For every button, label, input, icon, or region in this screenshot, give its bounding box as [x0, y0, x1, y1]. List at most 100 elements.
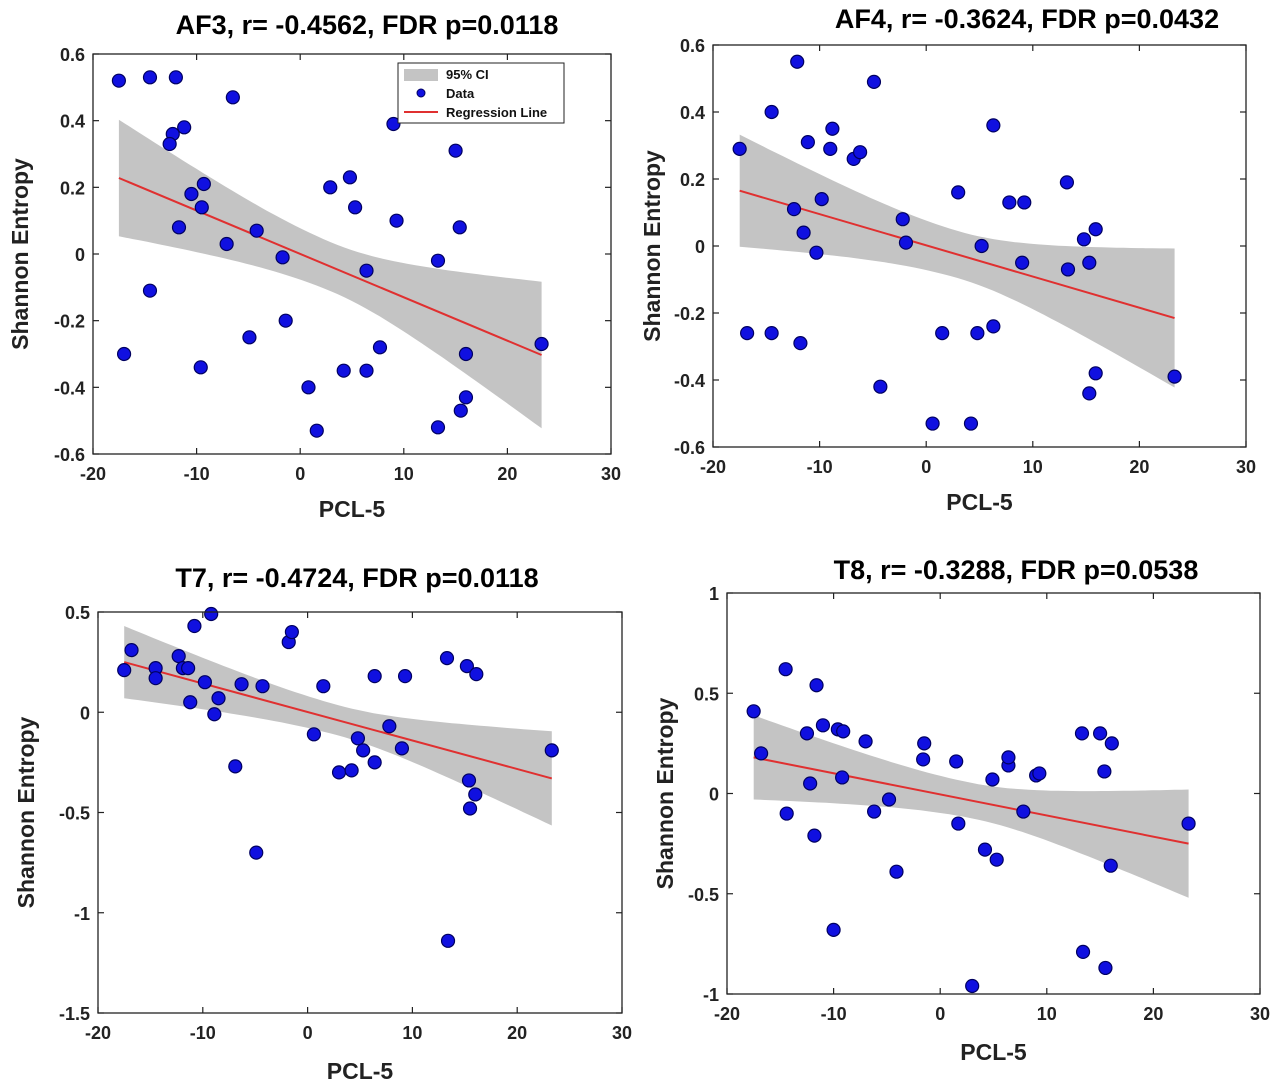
y-tick-label: 0	[80, 703, 90, 723]
x-tick-label: 20	[497, 464, 517, 484]
data-point	[809, 245, 824, 260]
data-point	[204, 606, 219, 622]
x-axis-label: PCL-5	[319, 496, 386, 522]
data-point	[342, 170, 358, 185]
x-tick-label: 10	[402, 1023, 422, 1043]
data-point	[732, 141, 747, 156]
data-point	[323, 180, 338, 195]
data-point	[786, 202, 802, 217]
data-point	[142, 283, 158, 298]
data-point	[951, 816, 966, 831]
data-point	[1181, 816, 1196, 831]
data-point	[1060, 262, 1076, 277]
x-tick-label: 20	[1129, 457, 1149, 477]
y-axis-label: Shannon Entropy	[652, 697, 678, 889]
data-point	[389, 213, 404, 228]
data-point	[835, 770, 850, 785]
data-point	[740, 326, 755, 341]
y-tick-label: 0.5	[65, 603, 90, 623]
data-point	[359, 263, 374, 278]
legend-data-label: Data	[446, 86, 475, 101]
data-point	[382, 719, 397, 734]
x-tick-label: -20	[714, 1004, 740, 1024]
data-point	[452, 220, 467, 235]
x-tick-label: 0	[921, 457, 931, 477]
data-point	[1104, 736, 1119, 751]
x-tick-label: 0	[303, 1023, 313, 1043]
data-point	[225, 90, 240, 105]
legend-ci-swatch	[404, 69, 438, 81]
data-point	[439, 651, 455, 666]
data-point	[916, 752, 931, 767]
data-point	[1017, 195, 1032, 210]
data-point	[184, 186, 199, 202]
data-point	[803, 776, 818, 791]
ci-band	[124, 626, 552, 826]
x-tick-label: -10	[190, 1023, 216, 1043]
data-point	[1016, 804, 1031, 819]
chart-title: AF3, r= -0.4562, FDR p=0.0118	[176, 10, 559, 40]
y-tick-label: 0	[695, 237, 705, 257]
regression-line	[118, 177, 542, 356]
x-tick-label: 20	[1143, 1004, 1163, 1024]
data-point	[430, 253, 446, 268]
data-point	[867, 804, 882, 819]
chart-t8: -20 -10 0 10 20 30 -1 -0.5 0 0.5 1 T8, r= -0.3288, …	[652, 555, 1270, 1065]
data-point	[356, 743, 371, 758]
data-point	[779, 806, 794, 821]
legend-ci-label: 95% CI	[446, 67, 489, 82]
data-point	[397, 669, 413, 684]
y-tick-label: -0.5	[688, 885, 719, 905]
data-point	[1015, 255, 1030, 270]
data-point	[148, 671, 163, 686]
data-point	[309, 423, 324, 438]
data-point	[746, 704, 761, 719]
y-tick-label: 1	[709, 584, 719, 604]
x-axis-label: PCL-5	[946, 489, 1013, 515]
x-axis-label: PCL-5	[960, 1039, 1027, 1065]
ci-band	[739, 134, 1175, 388]
data-point	[881, 792, 897, 807]
data-point	[807, 828, 822, 843]
data-point	[168, 70, 183, 85]
x-tick-label: 30	[1250, 1004, 1270, 1024]
data-point	[348, 200, 363, 215]
legend-line-label: Regression Line	[446, 105, 547, 120]
data-point	[359, 363, 374, 378]
data-point	[187, 618, 202, 634]
data-point	[234, 677, 249, 692]
data-point	[963, 416, 979, 431]
chart-title: AF4, r= -0.3624, FDR p=0.0432	[835, 4, 1219, 34]
data-point	[430, 420, 446, 435]
ci-band	[118, 119, 542, 429]
x-tick-label: 10	[394, 464, 414, 484]
data-point	[977, 842, 993, 857]
data-point	[116, 346, 132, 362]
chart-title: T8, r= -0.3288, FDR p=0.0538	[834, 555, 1199, 585]
data-point	[986, 118, 1001, 133]
data-point	[1093, 726, 1108, 741]
data-point	[301, 380, 316, 395]
y-tick-label: 0	[75, 245, 85, 265]
data-point	[754, 746, 769, 761]
y-tick-label: 0.4	[60, 112, 85, 132]
data-point	[462, 801, 478, 816]
data-point	[974, 238, 989, 254]
y-tick-label: 0.6	[60, 45, 85, 65]
data-point	[275, 250, 290, 265]
x-tick-label: -10	[184, 464, 210, 484]
data-point	[249, 223, 264, 238]
data-point	[193, 360, 208, 375]
data-point	[1075, 944, 1091, 959]
data-point	[1098, 960, 1113, 976]
y-tick-label: -1	[703, 985, 719, 1005]
regression-line	[123, 661, 553, 780]
data-point	[284, 624, 299, 640]
data-point	[1076, 232, 1092, 247]
data-point	[162, 136, 177, 152]
x-tick-label: 30	[601, 464, 621, 484]
chart-t7: -20 -10 0 10 20 30 -1.5 -1 -0.5 0 0.5 T7, r= -0.472…	[13, 563, 632, 1084]
y-tick-label: -0.6	[54, 445, 85, 465]
data-point	[1167, 369, 1182, 384]
data-point	[372, 340, 388, 355]
